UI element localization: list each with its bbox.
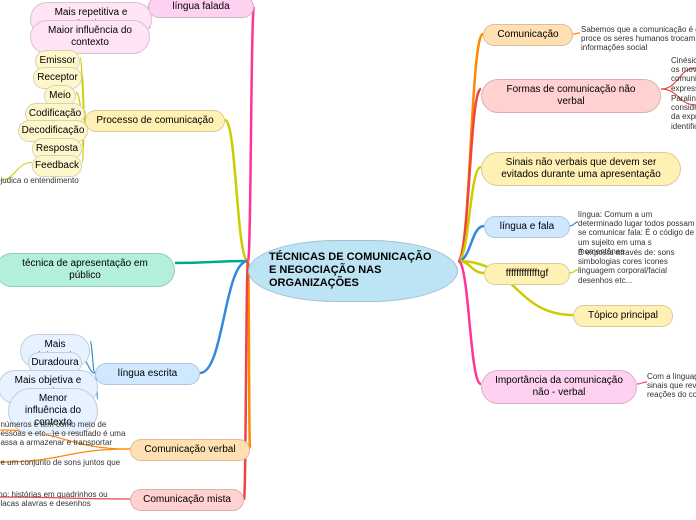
annotation-text: Sabemos que a comunicação é o proce os s… (581, 25, 696, 53)
node-label: Feedback (35, 160, 79, 172)
node-processo[interactable]: Processo de comunicação (85, 110, 225, 132)
node-label: Decodificação (22, 125, 85, 137)
node-feedback[interactable]: Feedback (32, 155, 82, 177)
node-label: TÉCNICAS DE COMUNICAÇÃO E NEGOCIAÇÃO NAS… (269, 251, 437, 291)
node-sinais_ev[interactable]: Sinais não verbais que devem ser evitado… (481, 152, 681, 186)
node-label: Receptor (37, 72, 78, 84)
annotation-text: ojudica o entendimento (0, 176, 96, 185)
node-comunicacao[interactable]: Comunicação (483, 24, 573, 46)
node-label: Formas de comunicação não verbal (492, 84, 650, 108)
node-lingua_falada[interactable]: língua falada (148, 0, 254, 18)
node-maior_inf[interactable]: Maior influência do contexto (30, 20, 150, 54)
node-label: fffffffffffftgf (506, 268, 548, 280)
node-label: Duradoura (31, 357, 78, 369)
node-label: Tópico principal (588, 310, 658, 322)
node-label: Resposta (36, 143, 78, 155)
node-label: língua e fala (500, 221, 555, 233)
node-label: Maior influência do contexto (41, 25, 139, 49)
node-lingua_escrita[interactable]: língua escrita (95, 363, 200, 385)
annotation-text: mo: histórias em quadrinhos ou placas al… (0, 490, 126, 508)
annotation-text: É exposta através de: sons simbologias c… (578, 248, 696, 285)
node-lingua_fala2[interactable]: língua e fala (484, 216, 570, 238)
node-label: Comunicação (497, 29, 558, 41)
node-central[interactable]: TÉCNICAS DE COMUNICAÇÃO E NEGOCIAÇÃO NAS… (248, 240, 458, 302)
annotation-text: de um conjunto de sons juntos que (0, 458, 126, 467)
annotation-text: Com a linguag sinais que reve reações do… (647, 372, 696, 400)
node-label: língua falada (172, 1, 229, 13)
node-label: língua escrita (118, 368, 177, 380)
node-com_mista[interactable]: Comunicação mista (130, 489, 244, 511)
node-importancia[interactable]: Importância da comunicação não - verbal (481, 370, 637, 404)
node-label: técnica de apresentação em público (6, 258, 164, 282)
node-topico[interactable]: Tópico principal (573, 305, 673, 327)
node-formas_nv[interactable]: Formas de comunicação não verbal (481, 79, 661, 113)
node-label: Emissor (39, 55, 75, 67)
node-tecnica_pub[interactable]: técnica de apresentação em público (0, 253, 175, 287)
node-label: Importância da comunicação não - verbal (492, 375, 626, 399)
node-label: Processo de comunicação (96, 115, 213, 127)
node-label: Sinais não verbais que devem ser evitado… (492, 157, 670, 181)
node-label: Codificação (29, 108, 81, 120)
node-com_verbal[interactable]: Comunicação verbal (130, 439, 250, 461)
node-label: Comunicação mista (143, 494, 231, 506)
node-label: Meio (49, 90, 71, 102)
annotation-text: Paraling considere da expres identific (671, 94, 696, 131)
node-label: Comunicação verbal (144, 444, 235, 456)
annotation-text: , números e tem como meio de pessoas e e… (0, 420, 126, 448)
annotation-text: Cinésica os movin comunic expressã (671, 56, 696, 93)
node-fff[interactable]: fffffffffffftgf (484, 263, 570, 285)
